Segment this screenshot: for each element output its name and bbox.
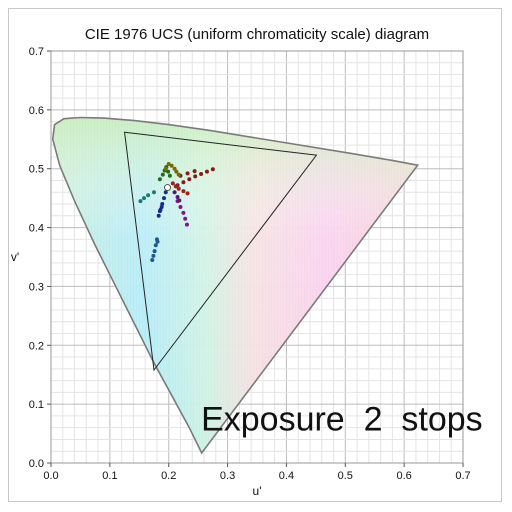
y-tick-label: 0.1 — [29, 399, 44, 411]
data-point — [185, 171, 190, 176]
data-point — [170, 181, 175, 186]
y-tick-label: 0.3 — [29, 281, 44, 293]
data-point — [150, 257, 155, 262]
plot-border — [50, 50, 464, 464]
y-tick-label: 0.2 — [29, 340, 44, 352]
chart-title: CIE 1976 UCS (uniform chromaticity scale… — [85, 26, 429, 43]
data-point — [204, 169, 209, 174]
x-tick-label: 0.6 — [396, 470, 411, 482]
data-point — [167, 173, 172, 178]
x-tick-label: 0.0 — [43, 470, 58, 482]
data-point — [166, 162, 171, 167]
data-point — [160, 172, 165, 177]
data-point — [181, 189, 186, 194]
data-point — [176, 172, 181, 177]
data-point — [175, 194, 180, 199]
y-tick-label: 0.6 — [29, 105, 44, 117]
gamut-triangle — [123, 131, 318, 372]
data-point — [187, 177, 192, 182]
x-tick-label: 0.1 — [102, 470, 117, 482]
locus-shade — [52, 117, 418, 453]
data-point — [174, 169, 179, 174]
data-point — [159, 204, 164, 209]
data-point — [183, 216, 188, 221]
y-axis-label: v' — [11, 250, 19, 264]
data-point — [172, 190, 177, 195]
x-tick-label: 0.7 — [455, 470, 470, 482]
x-tick-label: 0.5 — [338, 470, 353, 482]
data-point — [210, 167, 215, 172]
data-point — [193, 174, 198, 179]
data-point — [172, 166, 177, 171]
data-point — [152, 249, 157, 254]
y-tick-label: 0.5 — [29, 164, 44, 176]
y-tick-label: 0.7 — [29, 46, 44, 58]
data-point — [184, 222, 189, 227]
data-point — [181, 210, 186, 215]
data-point — [163, 166, 168, 171]
data-point — [176, 186, 181, 191]
data-point — [146, 193, 151, 198]
data-point — [169, 163, 174, 168]
x-tick-label: 0.3 — [220, 470, 235, 482]
data-point — [141, 196, 146, 201]
locus-outline — [51, 116, 420, 455]
cie-chart: CIE 1976 UCS (uniform chromaticity scale… — [11, 26, 483, 498]
data-point — [156, 213, 161, 218]
x-axis-label: u' — [253, 484, 262, 498]
data-point — [178, 204, 183, 209]
x-tick-label: 0.2 — [161, 470, 176, 482]
data-point — [177, 198, 182, 203]
data-point — [152, 190, 156, 195]
data-point — [155, 239, 160, 244]
axes: 0.0 0.1 0.2 0.3 0.4 0.5 0.6 0.7 0.0 0.1 0.2 0.3 0.4 0… — [29, 46, 471, 482]
data-point — [153, 243, 158, 248]
chart-frame: CIE 1976 UCS (uniform chromaticity scale… — [8, 8, 502, 502]
white-point — [164, 184, 172, 192]
data-point — [138, 199, 143, 204]
data-point — [192, 169, 197, 174]
data-point — [173, 184, 178, 189]
data-point — [157, 209, 162, 214]
x-tick-label: 0.4 — [279, 470, 294, 482]
data-point — [163, 190, 168, 195]
y-tick-label: 0.0 — [29, 458, 44, 470]
data-point — [157, 177, 162, 182]
data-point — [166, 169, 171, 174]
data-point — [181, 180, 186, 185]
y-tick-label: 0.4 — [29, 223, 44, 235]
data-point — [151, 253, 156, 258]
data-point — [162, 196, 167, 201]
exposure-annotation: Exposure 2 stops — [201, 401, 483, 439]
data-point — [185, 191, 190, 196]
gamut-triangle-outline — [123, 131, 318, 372]
data-points — [138, 162, 215, 262]
data-point — [199, 172, 204, 177]
